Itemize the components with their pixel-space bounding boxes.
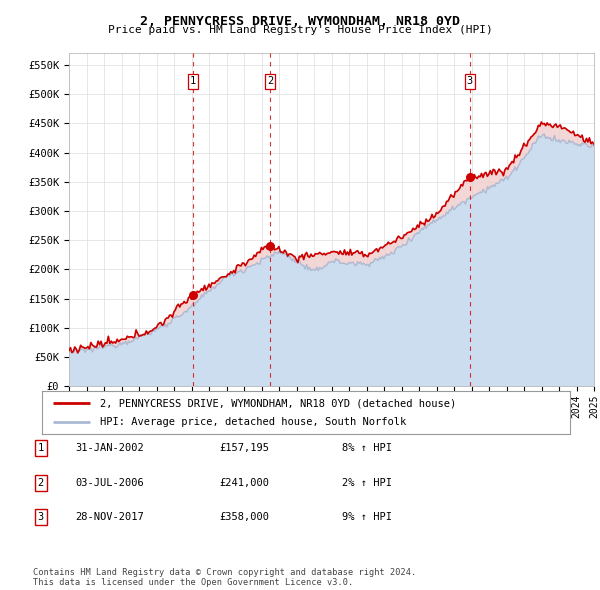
Text: £157,195: £157,195 — [219, 444, 269, 453]
Text: 1: 1 — [190, 77, 196, 86]
Text: 2, PENNYCRESS DRIVE, WYMONDHAM, NR18 0YD (detached house): 2, PENNYCRESS DRIVE, WYMONDHAM, NR18 0YD… — [100, 398, 457, 408]
Text: 2: 2 — [267, 77, 274, 86]
Text: 03-JUL-2006: 03-JUL-2006 — [75, 478, 144, 487]
Text: £241,000: £241,000 — [219, 478, 269, 487]
Text: Contains HM Land Registry data © Crown copyright and database right 2024.
This d: Contains HM Land Registry data © Crown c… — [33, 568, 416, 587]
Text: 2: 2 — [38, 478, 44, 487]
Text: £358,000: £358,000 — [219, 512, 269, 522]
Text: 2, PENNYCRESS DRIVE, WYMONDHAM, NR18 0YD: 2, PENNYCRESS DRIVE, WYMONDHAM, NR18 0YD — [140, 15, 460, 28]
Text: 9% ↑ HPI: 9% ↑ HPI — [342, 512, 392, 522]
Text: 8% ↑ HPI: 8% ↑ HPI — [342, 444, 392, 453]
Text: 1: 1 — [38, 444, 44, 453]
Text: Price paid vs. HM Land Registry's House Price Index (HPI): Price paid vs. HM Land Registry's House … — [107, 25, 493, 35]
Text: 3: 3 — [467, 77, 473, 86]
Text: 28-NOV-2017: 28-NOV-2017 — [75, 512, 144, 522]
Text: HPI: Average price, detached house, South Norfolk: HPI: Average price, detached house, Sout… — [100, 417, 406, 427]
Text: 2% ↑ HPI: 2% ↑ HPI — [342, 478, 392, 487]
Text: 3: 3 — [38, 512, 44, 522]
Text: 31-JAN-2002: 31-JAN-2002 — [75, 444, 144, 453]
